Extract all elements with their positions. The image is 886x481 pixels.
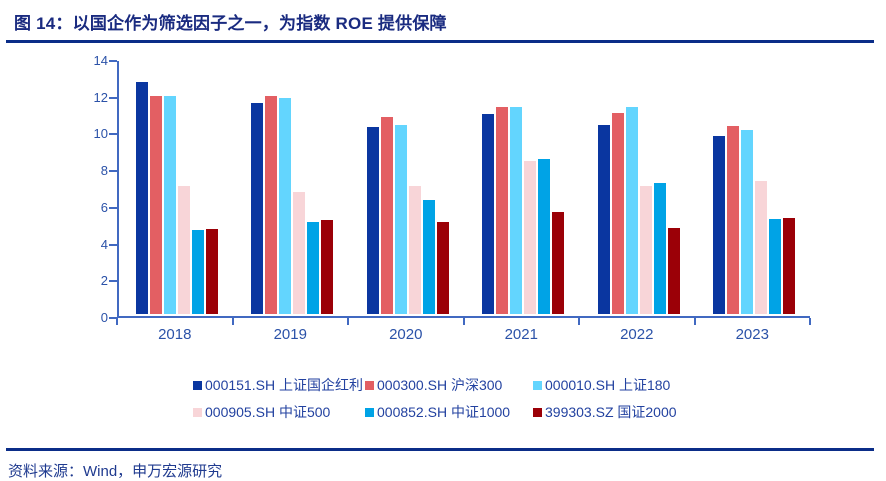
bar xyxy=(321,220,334,314)
bar xyxy=(205,228,218,314)
y-axis-tick-mark xyxy=(109,133,117,136)
bar xyxy=(597,124,610,314)
y-axis-tick-mark xyxy=(109,60,117,62)
x-axis-label: 2018 xyxy=(158,326,192,343)
x-axis-label: 2023 xyxy=(735,326,769,343)
bar xyxy=(149,96,162,314)
bar xyxy=(394,124,407,314)
bar xyxy=(713,135,726,314)
x-axis-tick-mark xyxy=(578,318,580,325)
bar-group-2019 xyxy=(235,59,351,314)
legend-item: 000852.SH 中证1000 xyxy=(365,402,533,422)
x-axis-label: 2019 xyxy=(273,326,307,343)
legend-item: 399303.SZ 国证2000 xyxy=(533,402,693,422)
bar-group-2023 xyxy=(697,59,813,314)
y-axis-tick-mark xyxy=(109,317,117,319)
bar xyxy=(251,102,264,314)
bar xyxy=(611,113,624,314)
bar xyxy=(552,212,565,314)
y-axis-tick-label: 14 xyxy=(93,53,108,68)
bar xyxy=(380,116,393,314)
legend-label: 399303.SZ 国证2000 xyxy=(545,404,677,420)
legend-label: 000300.SH 沪深300 xyxy=(377,377,503,393)
bar xyxy=(524,160,537,314)
bar xyxy=(163,96,176,314)
source-note: 资料来源：Wind，申万宏源研究 xyxy=(8,463,223,480)
y-axis-tick-mark xyxy=(109,170,117,173)
bar xyxy=(667,227,680,314)
legend-item: 000905.SH 中证500 xyxy=(193,402,365,422)
plot-area xyxy=(117,61,810,318)
y-axis-tick-label: 0 xyxy=(100,310,108,325)
bar xyxy=(482,113,495,314)
figure-title: 图 14：以国企作为筛选因子之一，为指数 ROE 提供保障 xyxy=(14,14,447,33)
bar xyxy=(496,107,509,314)
legend-swatch-icon xyxy=(533,380,542,390)
bar xyxy=(755,180,768,314)
footer-rule xyxy=(6,448,874,451)
bar xyxy=(769,218,782,314)
bar-group-2018 xyxy=(119,59,235,314)
legend-label: 000151.SH 上证国企红利 xyxy=(205,377,363,393)
bar xyxy=(727,125,740,314)
legend-swatch-icon xyxy=(533,407,542,417)
bar xyxy=(653,182,666,314)
y-axis-tick-mark xyxy=(109,243,117,246)
x-axis-tick-mark xyxy=(347,318,349,325)
bar xyxy=(191,230,204,314)
y-axis-tick-label: 12 xyxy=(93,89,108,105)
legend-item: 000300.SH 沪深300 xyxy=(365,375,533,395)
y-axis-tick-label: 8 xyxy=(100,163,108,179)
legend-label: 000852.SH 中证1000 xyxy=(377,404,511,420)
x-axis-tick-mark xyxy=(693,318,696,325)
bar xyxy=(177,185,190,314)
bar xyxy=(741,129,754,314)
y-axis-tick-label: 4 xyxy=(100,236,108,252)
y-axis-tick-label: 2 xyxy=(100,273,108,289)
bar-group-2022 xyxy=(581,59,697,314)
x-axis-label: 2021 xyxy=(504,326,538,343)
bar xyxy=(422,200,435,314)
bar-chart: 0 2 4 6 8 10 12 14 2018 2019 2020 2021 2022 2023 xyxy=(0,53,886,361)
bar xyxy=(307,222,320,314)
chart-legend: 000151.SH 上证国企红利 000300.SH 沪深300 000010.SH… xyxy=(193,375,693,422)
legend-label: 000905.SH 中证500 xyxy=(205,404,331,420)
legend-swatch-icon xyxy=(365,407,374,417)
legend-swatch-icon xyxy=(193,407,202,417)
bar xyxy=(408,185,421,314)
x-axis-label: 2022 xyxy=(620,326,654,343)
bar xyxy=(279,98,292,314)
figure-header: 图 14：以国企作为筛选因子之一，为指数 ROE 提供保障 xyxy=(6,0,874,43)
legend-swatch-icon xyxy=(193,380,202,390)
bar xyxy=(265,95,278,314)
x-axis-label: 2020 xyxy=(389,326,423,343)
legend-label: 000010.SH 上证180 xyxy=(545,377,671,393)
x-axis-tick-mark xyxy=(462,318,465,325)
y-axis-tick-mark xyxy=(109,280,117,283)
y-axis-tick-label: 6 xyxy=(100,199,108,215)
x-axis-tick-mark xyxy=(231,318,234,325)
bar-group-2021 xyxy=(466,59,582,314)
bar xyxy=(625,107,638,314)
bar xyxy=(293,191,306,314)
bar xyxy=(135,81,148,314)
legend-swatch-icon xyxy=(365,380,374,390)
legend-item: 000151.SH 上证国企红利 xyxy=(193,375,365,395)
x-axis-tick-mark xyxy=(116,318,118,325)
y-axis-tick-label: 10 xyxy=(93,126,108,142)
y-axis-tick-mark xyxy=(109,96,117,99)
bar xyxy=(783,217,796,314)
bar xyxy=(538,158,551,314)
legend-item: 000010.SH 上证180 xyxy=(533,375,693,395)
x-axis-tick-mark xyxy=(809,318,811,325)
bar xyxy=(639,186,652,314)
y-axis-tick-mark xyxy=(109,206,117,209)
spacer xyxy=(0,422,886,448)
bar-group-2020 xyxy=(350,59,466,314)
bar xyxy=(510,107,523,314)
bar xyxy=(436,222,449,314)
bar xyxy=(366,126,379,314)
